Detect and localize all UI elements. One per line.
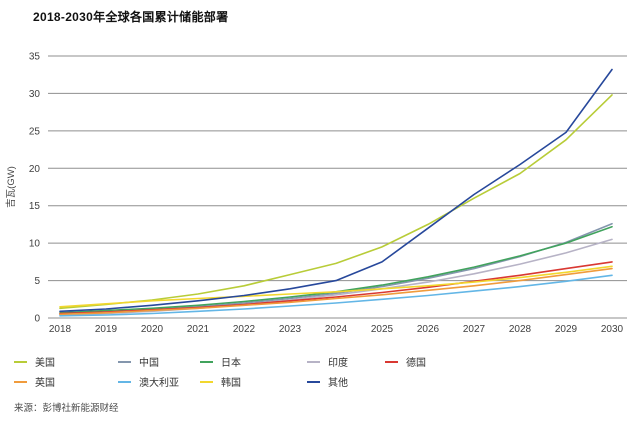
legend-item: 中国 <box>118 354 159 369</box>
legend-label: 德国 <box>406 358 426 369</box>
y-tick-label: 10 <box>29 239 41 250</box>
y-tick-label: 35 <box>29 52 41 63</box>
legend-swatch <box>14 380 27 383</box>
x-tick-label: 2021 <box>187 324 210 335</box>
legend-item: 日本 <box>200 354 241 369</box>
x-tick-label: 2023 <box>279 324 302 335</box>
legend-item: 其他 <box>307 374 348 389</box>
legend-item: 韩国 <box>200 374 241 389</box>
y-tick-label: 30 <box>29 89 41 100</box>
x-tick-label: 2028 <box>509 324 532 335</box>
series-line <box>59 265 613 308</box>
legend-item: 德国 <box>385 354 426 369</box>
legend-swatch <box>118 360 131 363</box>
legend-item: 英国 <box>14 374 55 389</box>
legend-swatch <box>200 360 213 363</box>
series-line <box>59 274 613 317</box>
legend-label: 澳大利亚 <box>139 378 179 389</box>
legend-swatch <box>118 380 131 383</box>
y-tick-label: 0 <box>34 314 40 325</box>
series-line <box>59 267 613 316</box>
legend-swatch <box>385 360 398 363</box>
legend-swatch <box>307 380 320 383</box>
chart-title: 2018-2030年全球各国累计储能部署 <box>33 10 229 24</box>
x-tick-label: 2022 <box>233 324 256 335</box>
legend-swatch <box>200 380 213 383</box>
source-note: 来源：彭博社新能源财经 <box>14 403 119 414</box>
y-tick-label: 20 <box>29 164 41 175</box>
legend-label: 美国 <box>35 358 55 369</box>
legend-item: 美国 <box>14 354 55 369</box>
series-line <box>59 225 613 314</box>
y-axis-title: 吉瓦(GW) <box>6 166 17 208</box>
legend-label: 英国 <box>35 378 55 389</box>
y-tick-label: 5 <box>34 276 40 287</box>
x-tick-label: 2029 <box>555 324 578 335</box>
legend-label: 印度 <box>328 358 348 369</box>
legend-label: 韩国 <box>221 378 241 389</box>
x-tick-label: 2027 <box>463 324 486 335</box>
y-tick-label: 25 <box>29 126 41 137</box>
legend-item: 澳大利亚 <box>118 374 179 389</box>
series-line <box>59 68 613 313</box>
x-tick-label: 2018 <box>49 324 72 335</box>
legend-label: 日本 <box>221 358 241 369</box>
legend-swatch <box>307 360 320 363</box>
x-tick-label: 2024 <box>325 324 348 335</box>
x-tick-label: 2019 <box>95 324 118 335</box>
x-tick-label: 2026 <box>417 324 440 335</box>
x-tick-label: 2030 <box>601 324 624 335</box>
legend-label: 其他 <box>328 378 348 389</box>
y-tick-label: 15 <box>29 201 41 212</box>
legend-item: 印度 <box>307 354 348 369</box>
legend-label: 中国 <box>139 358 159 369</box>
x-tick-label: 2025 <box>371 324 394 335</box>
x-tick-label: 2020 <box>141 324 164 335</box>
legend-swatch <box>14 360 27 363</box>
